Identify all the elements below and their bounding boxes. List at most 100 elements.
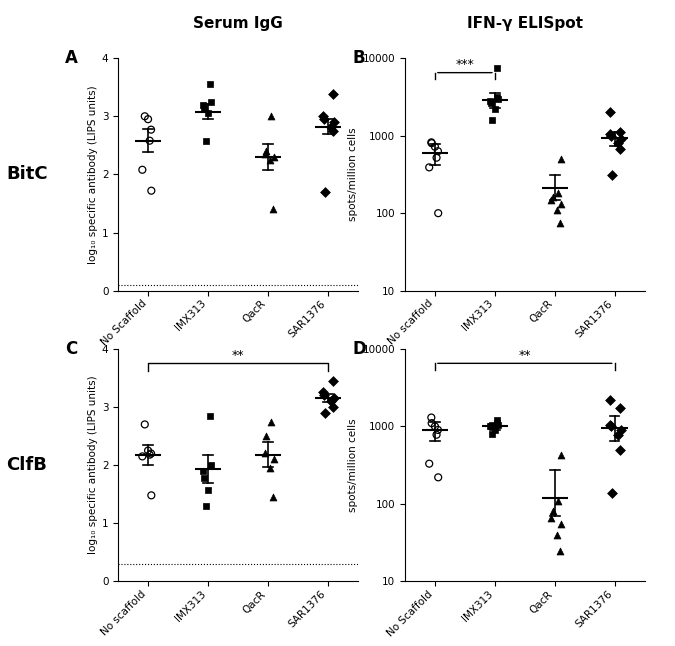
Point (556, 519, 566, 529)
Point (144, 450, 155, 460)
Point (318, 111, 329, 121)
Point (269, 454, 279, 464)
Y-axis label: spots/million cells: spots/million cells (348, 128, 358, 221)
Point (206, 96, 217, 107)
Point (426, 137, 437, 147)
Point (203, 108, 214, 119)
Point (556, 199, 566, 209)
Point (433, 472, 443, 483)
Point (319, 390, 329, 401)
Point (327, 375, 338, 386)
Point (325, 396, 336, 406)
Point (551, 530, 562, 540)
Point (142, 446, 153, 456)
Point (325, 121, 336, 132)
Point (484, 96, 495, 106)
Point (431, 430, 442, 440)
Point (433, 146, 443, 156)
Text: ClfB: ClfB (7, 456, 47, 474)
Point (328, 117, 339, 127)
Point (206, 460, 217, 470)
Point (487, 115, 497, 125)
Point (433, 208, 443, 218)
Point (199, 473, 210, 483)
Point (426, 412, 437, 422)
Point (607, 487, 618, 497)
Point (612, 138, 623, 149)
Point (142, 114, 153, 124)
Point (429, 141, 440, 152)
Point (555, 218, 566, 228)
Point (269, 152, 279, 162)
Text: B: B (352, 49, 365, 67)
Point (200, 501, 211, 511)
Point (605, 419, 616, 430)
Point (486, 98, 497, 109)
Point (604, 107, 615, 118)
Text: BitC: BitC (6, 165, 48, 183)
Y-axis label: log₁₀ specific antibody (LIPS units): log₁₀ specific antibody (LIPS units) (88, 85, 98, 264)
Point (144, 136, 155, 146)
Point (137, 165, 148, 175)
Point (491, 418, 502, 428)
Point (265, 111, 276, 121)
Point (426, 418, 437, 428)
Point (551, 205, 562, 215)
Point (552, 188, 563, 198)
Point (259, 149, 270, 159)
Point (605, 129, 616, 139)
Point (146, 448, 157, 459)
Point (319, 114, 329, 124)
Text: D: D (352, 340, 366, 357)
Text: **: ** (232, 349, 244, 362)
Point (426, 138, 437, 149)
Point (205, 79, 215, 89)
Point (205, 411, 215, 421)
Point (491, 63, 502, 73)
Point (490, 104, 501, 114)
Point (490, 424, 501, 435)
Point (486, 421, 497, 432)
Point (320, 408, 331, 418)
Point (261, 431, 271, 441)
Point (197, 99, 208, 110)
Point (139, 419, 150, 430)
Point (612, 430, 623, 440)
Point (268, 204, 279, 214)
Point (605, 421, 616, 432)
Point (429, 421, 440, 432)
Point (555, 545, 566, 556)
Text: **: ** (518, 349, 531, 362)
Point (265, 463, 275, 473)
Point (146, 125, 157, 135)
Point (203, 484, 214, 495)
Point (493, 419, 504, 430)
Point (615, 445, 626, 455)
Point (614, 403, 625, 413)
Point (615, 134, 626, 144)
Point (547, 193, 558, 203)
Text: A: A (65, 49, 78, 67)
Point (328, 393, 339, 403)
Point (200, 136, 211, 146)
Point (493, 94, 504, 104)
Point (487, 429, 497, 439)
Text: Serum IgG: Serum IgG (193, 16, 283, 31)
Point (615, 424, 626, 435)
Point (268, 492, 279, 503)
Text: IFN-γ ELISpot: IFN-γ ELISpot (467, 16, 583, 31)
Point (604, 395, 615, 405)
Point (197, 466, 208, 476)
Point (484, 421, 495, 431)
Point (433, 424, 443, 435)
Point (431, 152, 442, 163)
Point (424, 459, 435, 469)
Point (491, 415, 502, 425)
Point (146, 490, 157, 501)
Point (556, 154, 566, 164)
Point (139, 111, 150, 121)
Point (607, 170, 618, 180)
Text: C: C (65, 340, 78, 357)
Point (424, 162, 435, 172)
Point (146, 185, 157, 196)
